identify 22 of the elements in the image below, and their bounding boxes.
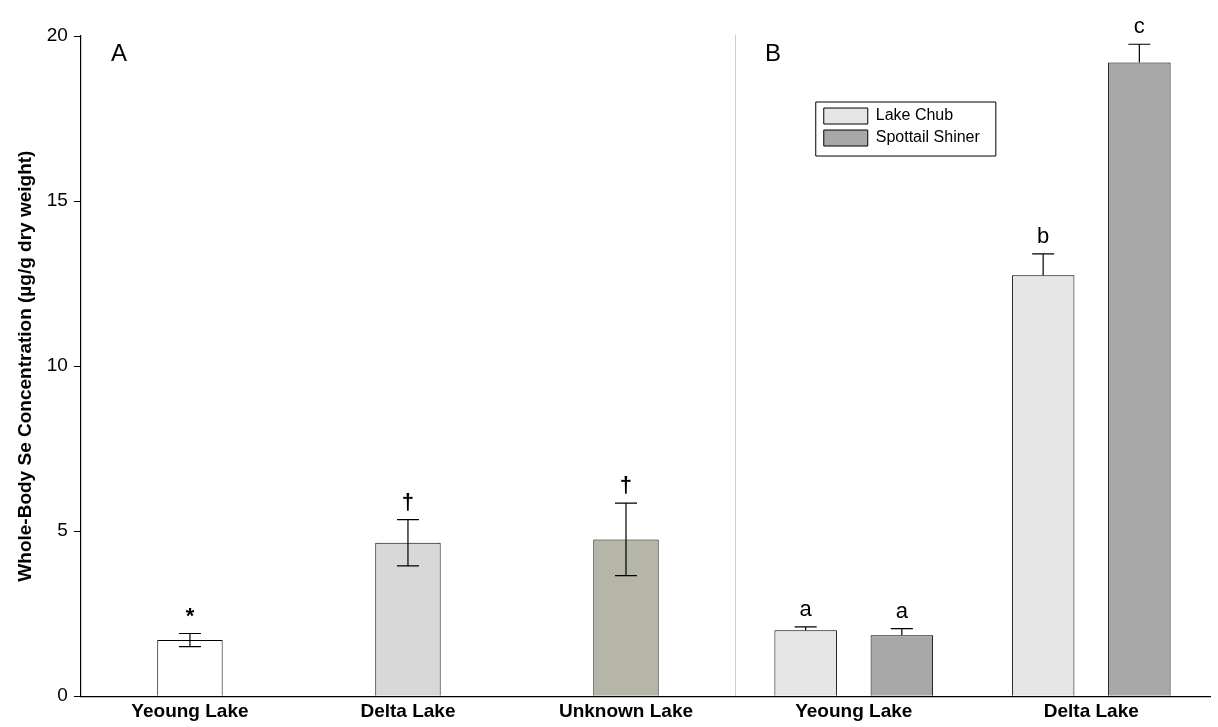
x-tick-label: Delta Lake	[360, 699, 456, 721]
x-tick-label: Yeoung Lake	[131, 699, 249, 721]
y-tick-label: 20	[46, 24, 68, 46]
annotation: B	[765, 38, 782, 66]
y-tick-label: 15	[46, 189, 68, 211]
annotation: A	[110, 38, 127, 66]
annotation: a	[895, 597, 909, 623]
annotation: †	[619, 472, 633, 498]
annotation: †	[401, 488, 415, 514]
y-tick-label: 5	[57, 519, 68, 541]
x-tick-label: Yeoung Lake	[795, 699, 913, 721]
y-tick-label: 10	[46, 354, 68, 376]
annotation: b	[1037, 222, 1050, 248]
legend-label: Spottail Shiner	[875, 128, 981, 146]
annotation: *	[185, 602, 195, 628]
x-tick-label: Unknown Lake	[558, 699, 694, 721]
x-tick-label: Delta Lake	[1043, 699, 1139, 721]
y-axis-title: Whole-Body Se Concentration (µg/g dry weight)	[13, 150, 35, 582]
legend-label: Lake Chub	[875, 106, 954, 124]
annotation: a	[799, 595, 813, 621]
y-tick-label: 0	[57, 684, 68, 706]
annotation: c	[1133, 13, 1145, 39]
